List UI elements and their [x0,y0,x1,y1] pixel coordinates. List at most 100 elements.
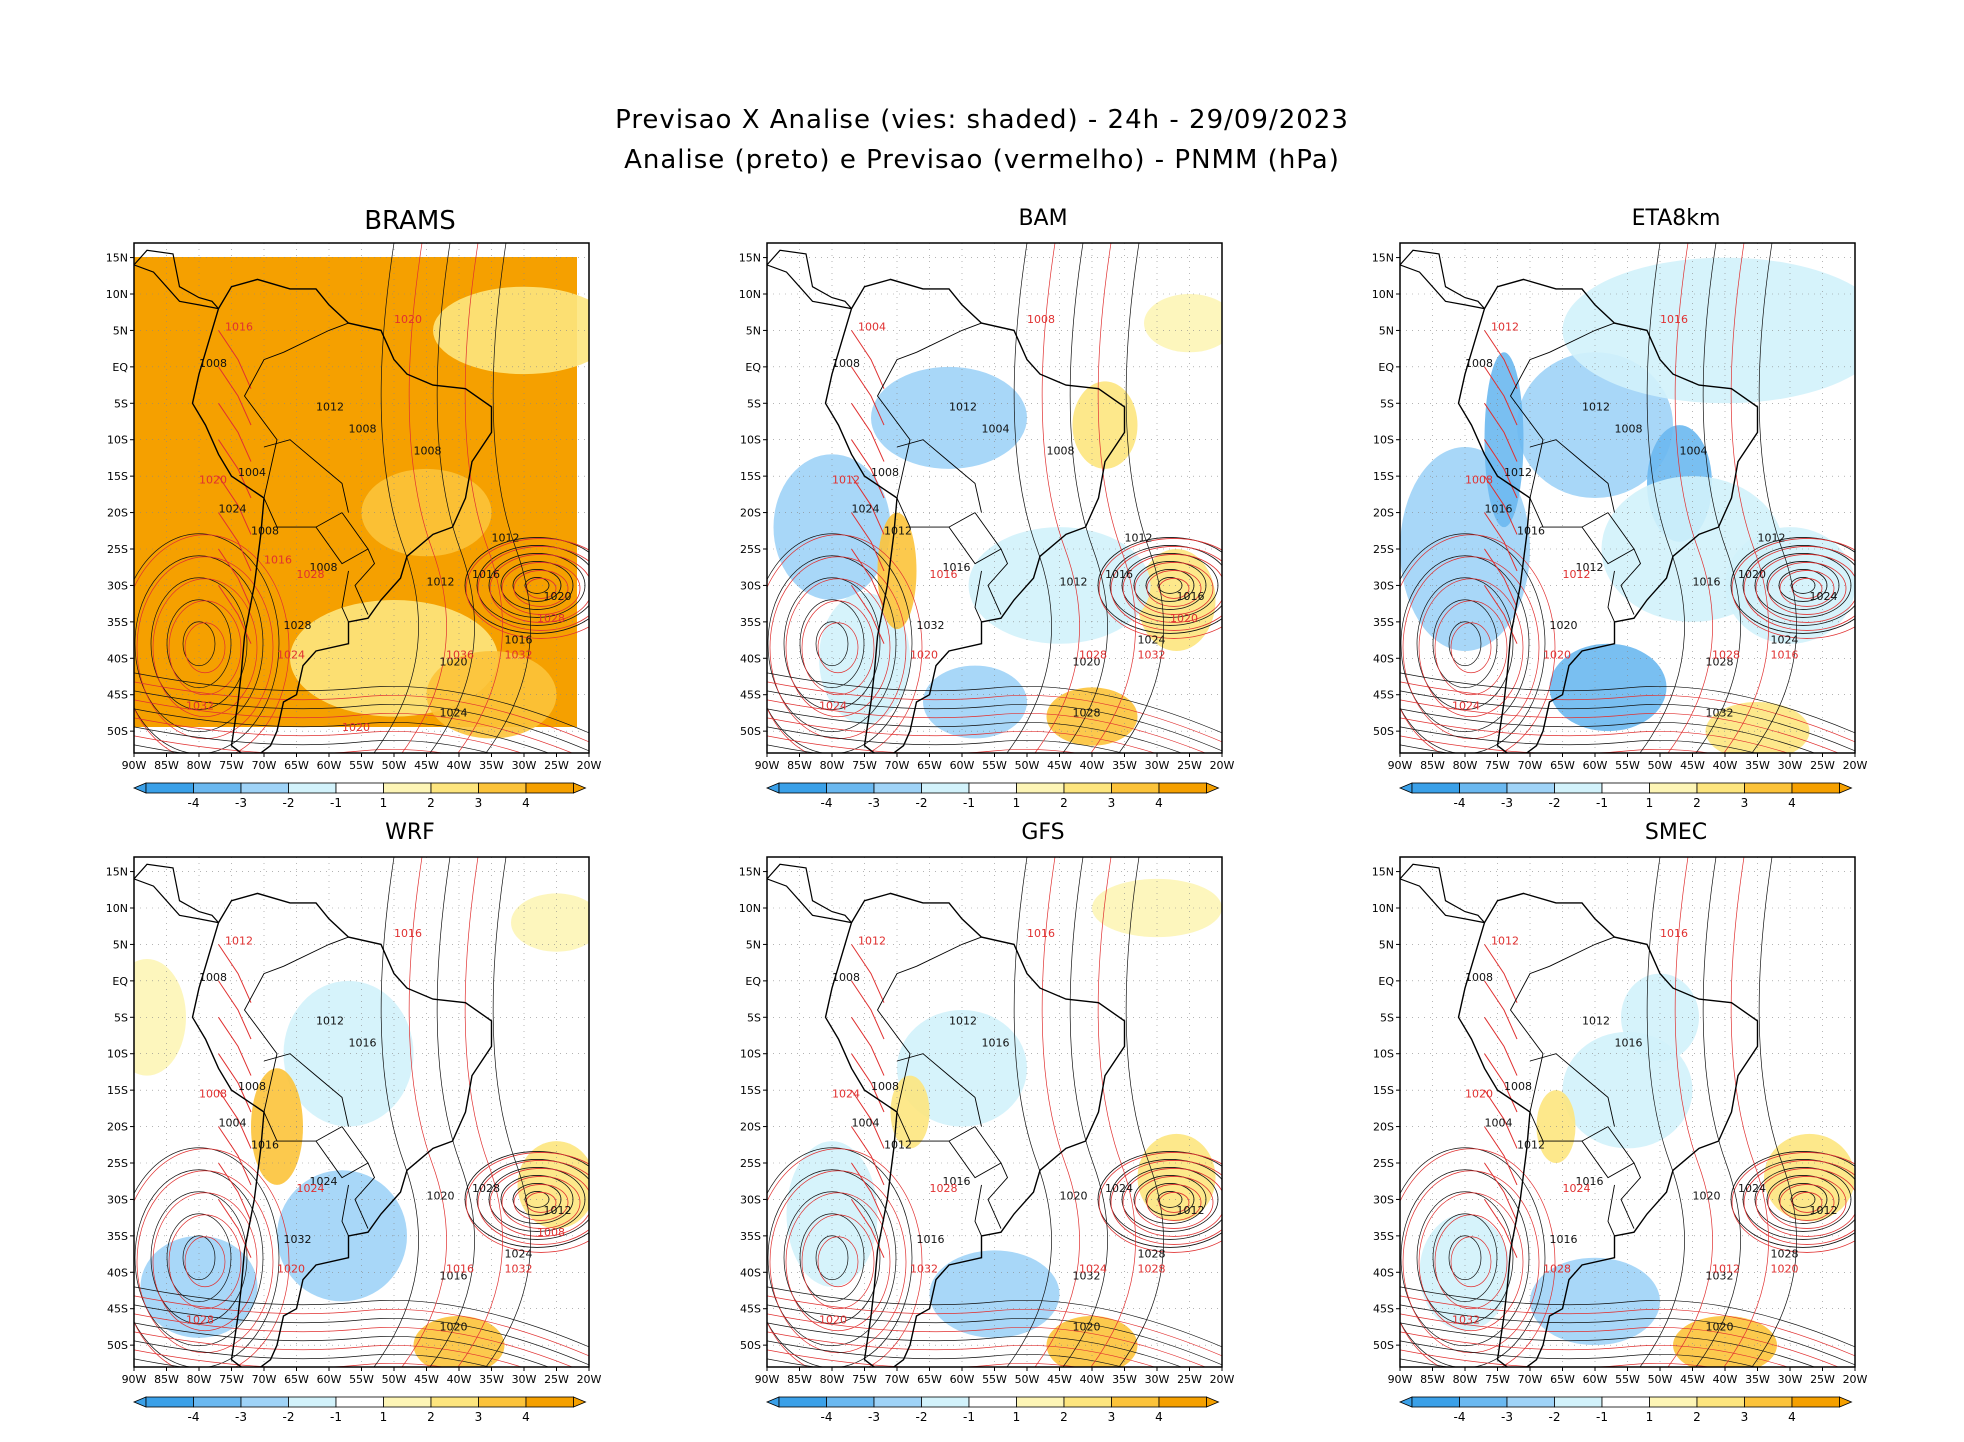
analysis-contour [1006,243,1052,753]
forecast-contour [1400,1313,1840,1367]
colorbar-tick-label: 4 [522,1410,530,1424]
forecast-contour [465,538,589,639]
colorbar-segment [1554,782,1603,794]
colorbar-segment [873,782,922,794]
forecast-contour [136,1170,274,1354]
panel-title: BRAMS [364,206,456,236]
analysis-contour-label: 1012 [1810,1204,1838,1217]
panel-wrf: WRF 1008 1012 1016 1008 1016 1024 1020 1028 1024… [100,820,720,1442]
lat-tick-label: 20S [107,1121,128,1134]
analysis-contour [1400,555,1530,733]
forecast-contour [1755,1168,1855,1237]
analysis-contour [1118,243,1164,753]
forecast-contour [785,578,891,718]
analysis-contour-label: 1032 [1706,707,1734,720]
lat-tick-label: 10N [106,288,128,301]
country-border [1549,322,1615,353]
analysis-contour [767,1340,1124,1367]
panel-smec: SMEC 1008 1012 1016 1008 1012 1016 1020 1024 102… [1366,820,1964,1442]
forecast-contour [1122,1168,1222,1237]
forecast-contour [1791,1192,1823,1213]
forecast-contour-label: 1012 [858,934,886,947]
forecast-contour [134,1331,523,1367]
forecast-contour [1402,556,1540,740]
forecast-contour [134,1313,574,1367]
forecast-contour-label: 1028 [1543,1262,1571,1275]
forecast-contour-label: 1028 [186,1313,214,1326]
analysis-contour-label: 1024 [219,503,247,516]
forecast-contour-label: 1016 [264,554,292,567]
forecast-contour-label: 1024 [1563,1182,1591,1195]
analysis-contour [524,577,550,594]
analysis-contour-label: 1008 [1615,422,1643,435]
lat-tick-label: 15S [107,470,128,483]
forecast-contour [134,1349,445,1367]
lon-tick-label: 50W [1015,759,1040,772]
lon-tick-label: 60W [1583,759,1608,772]
lon-tick-label: 80W [187,759,212,772]
forecast-contour-label: 1016 [1771,648,1799,661]
country-border [1607,512,1642,615]
country-border [341,1126,376,1229]
analysis-contour-label: 1032 [284,1233,312,1246]
analysis-contour [134,672,589,734]
forecast-contour [1400,735,1711,753]
analysis-contour-label: 1016 [1693,575,1721,588]
country-border [896,1111,976,1142]
forecast-contour [1400,1349,1711,1367]
colorbar-segment [1158,1396,1207,1408]
forecast-contour [1418,578,1524,718]
forecast-contour [851,944,885,1003]
panel-title: BAM [1018,206,1068,231]
forecast-contour-label: 1020 [1771,1262,1799,1275]
colorbar-segment [1696,1396,1745,1408]
forecast-contour [1731,538,1855,639]
analysis-contour-label: 1008 [1465,357,1493,370]
forecast-contour [1743,546,1855,631]
analysis-contour [373,857,419,1367]
analysis-contour [429,243,475,753]
lat-tick-label: 45S [1373,1303,1394,1316]
bias-shading [1705,702,1810,753]
forecast-contour [134,699,574,753]
lat-tick-label: 5S [747,1011,761,1024]
colorbar-arrow-right [1839,1396,1853,1408]
forecast-contour [218,475,252,535]
lat-tick-label: 50S [740,1339,761,1352]
lon-tick-label: 20W [1210,1373,1235,1386]
forecast-contour [767,1349,1078,1367]
colorbar-tick-label: 3 [1108,1410,1116,1424]
lat-tick-label: 10S [107,434,128,447]
lat-tick-label: EQ [1378,975,1394,988]
lon-tick-label: 35W [479,759,504,772]
colorbar-tick-label: -1 [1596,796,1608,810]
forecast-contour [1484,1126,1518,1186]
forecast-contour-label: 1032 [1452,1313,1480,1326]
bias-shading [1144,294,1222,353]
bias-shading [1046,687,1138,746]
analysis-contour [134,533,280,753]
forecast-contour [218,1162,252,1222]
country-border [948,1140,1002,1179]
analysis-contour [815,621,849,667]
analysis-contour [1133,561,1207,610]
analysis-contour-label: 1016 [1550,1233,1578,1246]
lon-tick-label: 45W [1047,1373,1072,1386]
colorbar-tick-label: -3 [235,1410,247,1424]
colorbar-tick-label: -3 [1501,796,1513,810]
colorbar-tick-label: 4 [1155,1410,1163,1424]
colorbar-tick-label: 4 [1788,796,1796,810]
analysis-contour [767,672,1222,734]
forecast-contour-label: 1028 [297,568,325,581]
analysis-contour-label: 1016 [440,1270,468,1283]
analysis-contour [134,1322,550,1367]
lat-tick-label: 45S [740,1303,761,1316]
analysis-contour [1766,561,1840,610]
analysis-contour-label: 1020 [1706,1321,1734,1334]
lat-tick-label: EQ [745,975,761,988]
colorbar-tick-label: 2 [427,796,435,810]
lat-tick-label: 5S [114,1011,128,1024]
lon-tick-label: 30W [1778,759,1803,772]
lat-tick-label: 35S [740,1230,761,1243]
analysis-contour-label: 1004 [219,1117,247,1130]
